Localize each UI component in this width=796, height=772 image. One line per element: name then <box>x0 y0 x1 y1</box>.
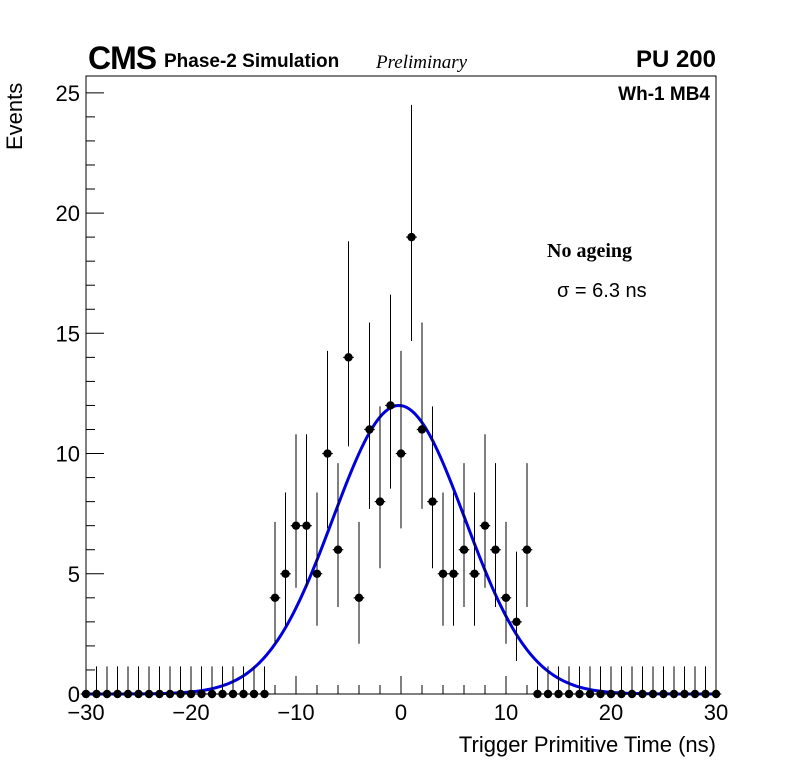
data-point <box>701 689 710 699</box>
data-point <box>323 449 332 458</box>
data-point <box>123 689 133 699</box>
data-point <box>711 689 721 699</box>
data-point <box>165 689 175 699</box>
data-point <box>291 521 301 530</box>
data-point <box>659 689 668 699</box>
data-points-layer <box>80 104 722 699</box>
data-point <box>207 689 217 699</box>
data-point <box>176 689 185 699</box>
data-point <box>669 689 679 699</box>
data-point <box>522 545 532 554</box>
data-point <box>396 449 406 458</box>
data-point <box>228 689 238 699</box>
data-point <box>564 689 574 699</box>
data-point <box>690 689 700 699</box>
x-tick-label: −30 <box>67 700 104 725</box>
data-point <box>638 689 647 699</box>
data-point <box>585 689 595 699</box>
data-point <box>218 689 227 699</box>
data-point <box>239 689 248 699</box>
data-point <box>186 689 196 699</box>
pileup-label: PU 200 <box>635 46 716 73</box>
data-point <box>249 689 259 699</box>
chamber-label: Wh-1 MB4 <box>618 84 710 105</box>
data-point <box>92 689 101 699</box>
data-point <box>144 689 154 699</box>
data-point <box>386 401 395 410</box>
data-point <box>197 689 206 699</box>
data-point <box>302 521 311 530</box>
y-tick-label: 10 <box>56 442 80 467</box>
axis-tick-labels: −30 −20 −10 0 10 20 30 0 5 10 15 20 25 <box>56 81 729 725</box>
data-point <box>155 689 164 699</box>
x-tick-label: 10 <box>494 700 518 725</box>
x-tick-label: −10 <box>277 700 314 725</box>
data-point <box>491 545 500 554</box>
data-point <box>680 689 689 699</box>
x-axis-title: Trigger Primitive Time (ns) <box>458 732 716 757</box>
data-point <box>470 569 479 578</box>
data-point <box>648 689 658 699</box>
data-point <box>260 689 269 699</box>
data-point <box>281 569 290 578</box>
y-tick-label: 20 <box>56 201 80 226</box>
data-point <box>81 689 91 699</box>
simulation-label: Phase-2 Simulation <box>164 51 340 72</box>
data-point <box>375 497 385 506</box>
y-tick-label: 25 <box>56 81 80 106</box>
data-point <box>312 569 322 578</box>
data-point <box>438 569 448 578</box>
data-point <box>596 689 605 699</box>
y-tick-label: 5 <box>68 562 80 587</box>
data-point <box>417 425 427 434</box>
data-point <box>512 617 521 627</box>
resolution-label: σ = 6.3 ns <box>557 280 647 302</box>
data-point <box>606 689 616 699</box>
y-tick-label: 0 <box>68 682 80 707</box>
data-point <box>102 689 112 699</box>
data-point <box>533 689 542 699</box>
x-tick-label: −20 <box>172 700 209 725</box>
data-point <box>344 353 353 362</box>
data-point <box>617 689 626 699</box>
data-point <box>449 569 458 578</box>
status-label: Preliminary <box>376 52 468 73</box>
x-tick-label: 30 <box>704 700 728 725</box>
data-point <box>575 689 584 699</box>
data-point <box>134 689 143 699</box>
data-point <box>333 545 343 554</box>
data-point <box>270 593 280 603</box>
data-point <box>459 545 469 554</box>
data-point <box>627 689 637 699</box>
experiment-label: CMS <box>88 40 157 76</box>
data-point <box>501 593 511 603</box>
data-point <box>354 593 364 603</box>
data-point <box>365 425 374 434</box>
data-point <box>407 232 416 242</box>
data-point <box>113 689 122 699</box>
x-tick-label: 20 <box>599 700 623 725</box>
data-point <box>543 689 553 699</box>
y-axis-title: Events <box>2 82 27 150</box>
data-point <box>480 521 490 530</box>
condition-label: No ageing <box>547 240 632 262</box>
data-point <box>554 689 563 699</box>
data-point <box>428 497 437 506</box>
y-tick-label: 15 <box>56 321 80 346</box>
x-tick-label: 0 <box>395 700 407 725</box>
